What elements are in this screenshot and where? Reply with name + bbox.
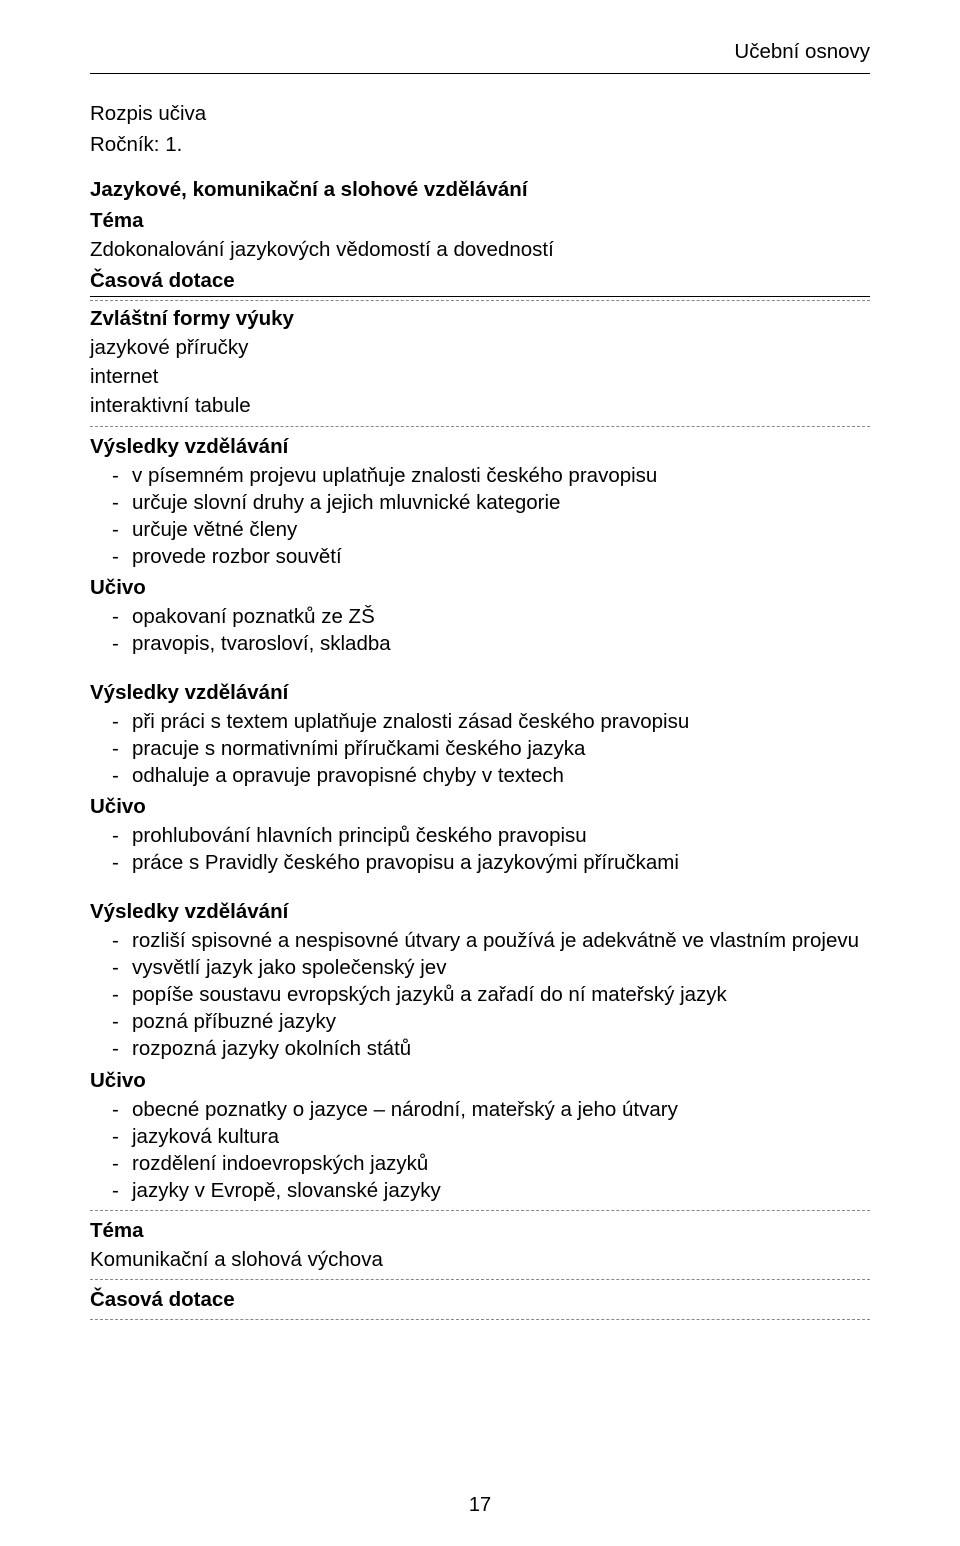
vysledky-list-2: při práci s textem uplatňuje znalosti zá… [90,708,870,789]
list-item: při práci s textem uplatňuje znalosti zá… [132,708,870,735]
list-item: pozná příbuzné jazyky [132,1008,870,1035]
list-item: prohlubování hlavních principů českého p… [132,822,870,849]
page-number: 17 [0,1492,960,1518]
header-rule [90,73,870,74]
list-item: pravopis, tvarosloví, skladba [132,630,870,657]
ucivo-label-1: Učivo [90,574,870,601]
vysledky-list-3: rozliší spisovné a nespisovné útvary a p… [90,927,870,1062]
dashed-sep [90,1319,870,1320]
vysledky-list-1: v písemném projevu uplatňuje znalosti če… [90,462,870,570]
tema-text-2: Komunikační a slohová výchova [90,1246,870,1273]
list-item: jazyková kultura [132,1123,870,1150]
header-right-text: Učební osnovy [90,38,870,65]
list-item: rozdělení indoevropských jazyků [132,1150,870,1177]
ucivo-label-2: Učivo [90,793,870,820]
list-item: opakovaní poznatků ze ZŠ [132,603,870,630]
spacer [90,657,870,675]
ucivo-label-3: Učivo [90,1067,870,1094]
list-item: provede rozbor souvětí [132,543,870,570]
tema-text-1: Zdokonalování jazykových vědomostí a dov… [90,236,870,263]
rocnik: Ročník: 1. [90,131,870,158]
list-item: rozliší spisovné a nespisovné útvary a p… [132,927,870,954]
casova-dotace-1: Časová dotace [90,267,870,294]
dashed-sep [90,1279,870,1280]
list-item: jazyky v Evropě, slovanské jazyky [132,1177,870,1204]
list-item: obecné poznatky o jazyce – národní, mate… [132,1096,870,1123]
list-item: vysvětlí jazyk jako společenský jev [132,954,870,981]
vysledky-label-3: Výsledky vzdělávání [90,898,870,925]
list-item: určuje slovní druhy a jejich mluvnické k… [132,489,870,516]
vysledky-label-2: Výsledky vzdělávání [90,679,870,706]
dashed-sep [90,426,870,427]
rozpis-uciva: Rozpis učiva [90,100,870,127]
zvlastni-formy-label: Zvláštní formy výuky [90,305,870,332]
document-page: Učební osnovy Rozpis učiva Ročník: 1. Ja… [0,0,960,1546]
dashed-sep [90,1210,870,1211]
list-item: popíše soustavu evropských jazyků a zařa… [132,981,870,1008]
list-item: odhaluje a opravuje pravopisné chyby v t… [132,762,870,789]
list-item: určuje větné členy [132,516,870,543]
zvlastni-item: interaktivní tabule [90,392,870,419]
ucivo-list-3: obecné poznatky o jazyce – národní, mate… [90,1096,870,1204]
zvlastni-item: jazykové příručky [90,334,870,361]
tema-label-1: Téma [90,207,870,234]
casova-dotace-2: Časová dotace [90,1286,870,1313]
ucivo-list-1: opakovaní poznatků ze ZŠ pravopis, tvaro… [90,603,870,657]
dashed-sep [90,300,870,301]
list-item: práce s Pravidly českého pravopisu a jaz… [132,849,870,876]
list-item: rozpozná jazyky okolních států [132,1035,870,1062]
zvlastni-item: internet [90,363,870,390]
jk-heading: Jazykové, komunikační a slohové vzdělává… [90,176,870,203]
solid-rule-1 [90,296,870,297]
tema-label-2: Téma [90,1217,870,1244]
list-item: v písemném projevu uplatňuje znalosti če… [132,462,870,489]
ucivo-list-2: prohlubování hlavních principů českého p… [90,822,870,876]
list-item: pracuje s normativními příručkami českéh… [132,735,870,762]
spacer [90,876,870,894]
vysledky-label-1: Výsledky vzdělávání [90,433,870,460]
